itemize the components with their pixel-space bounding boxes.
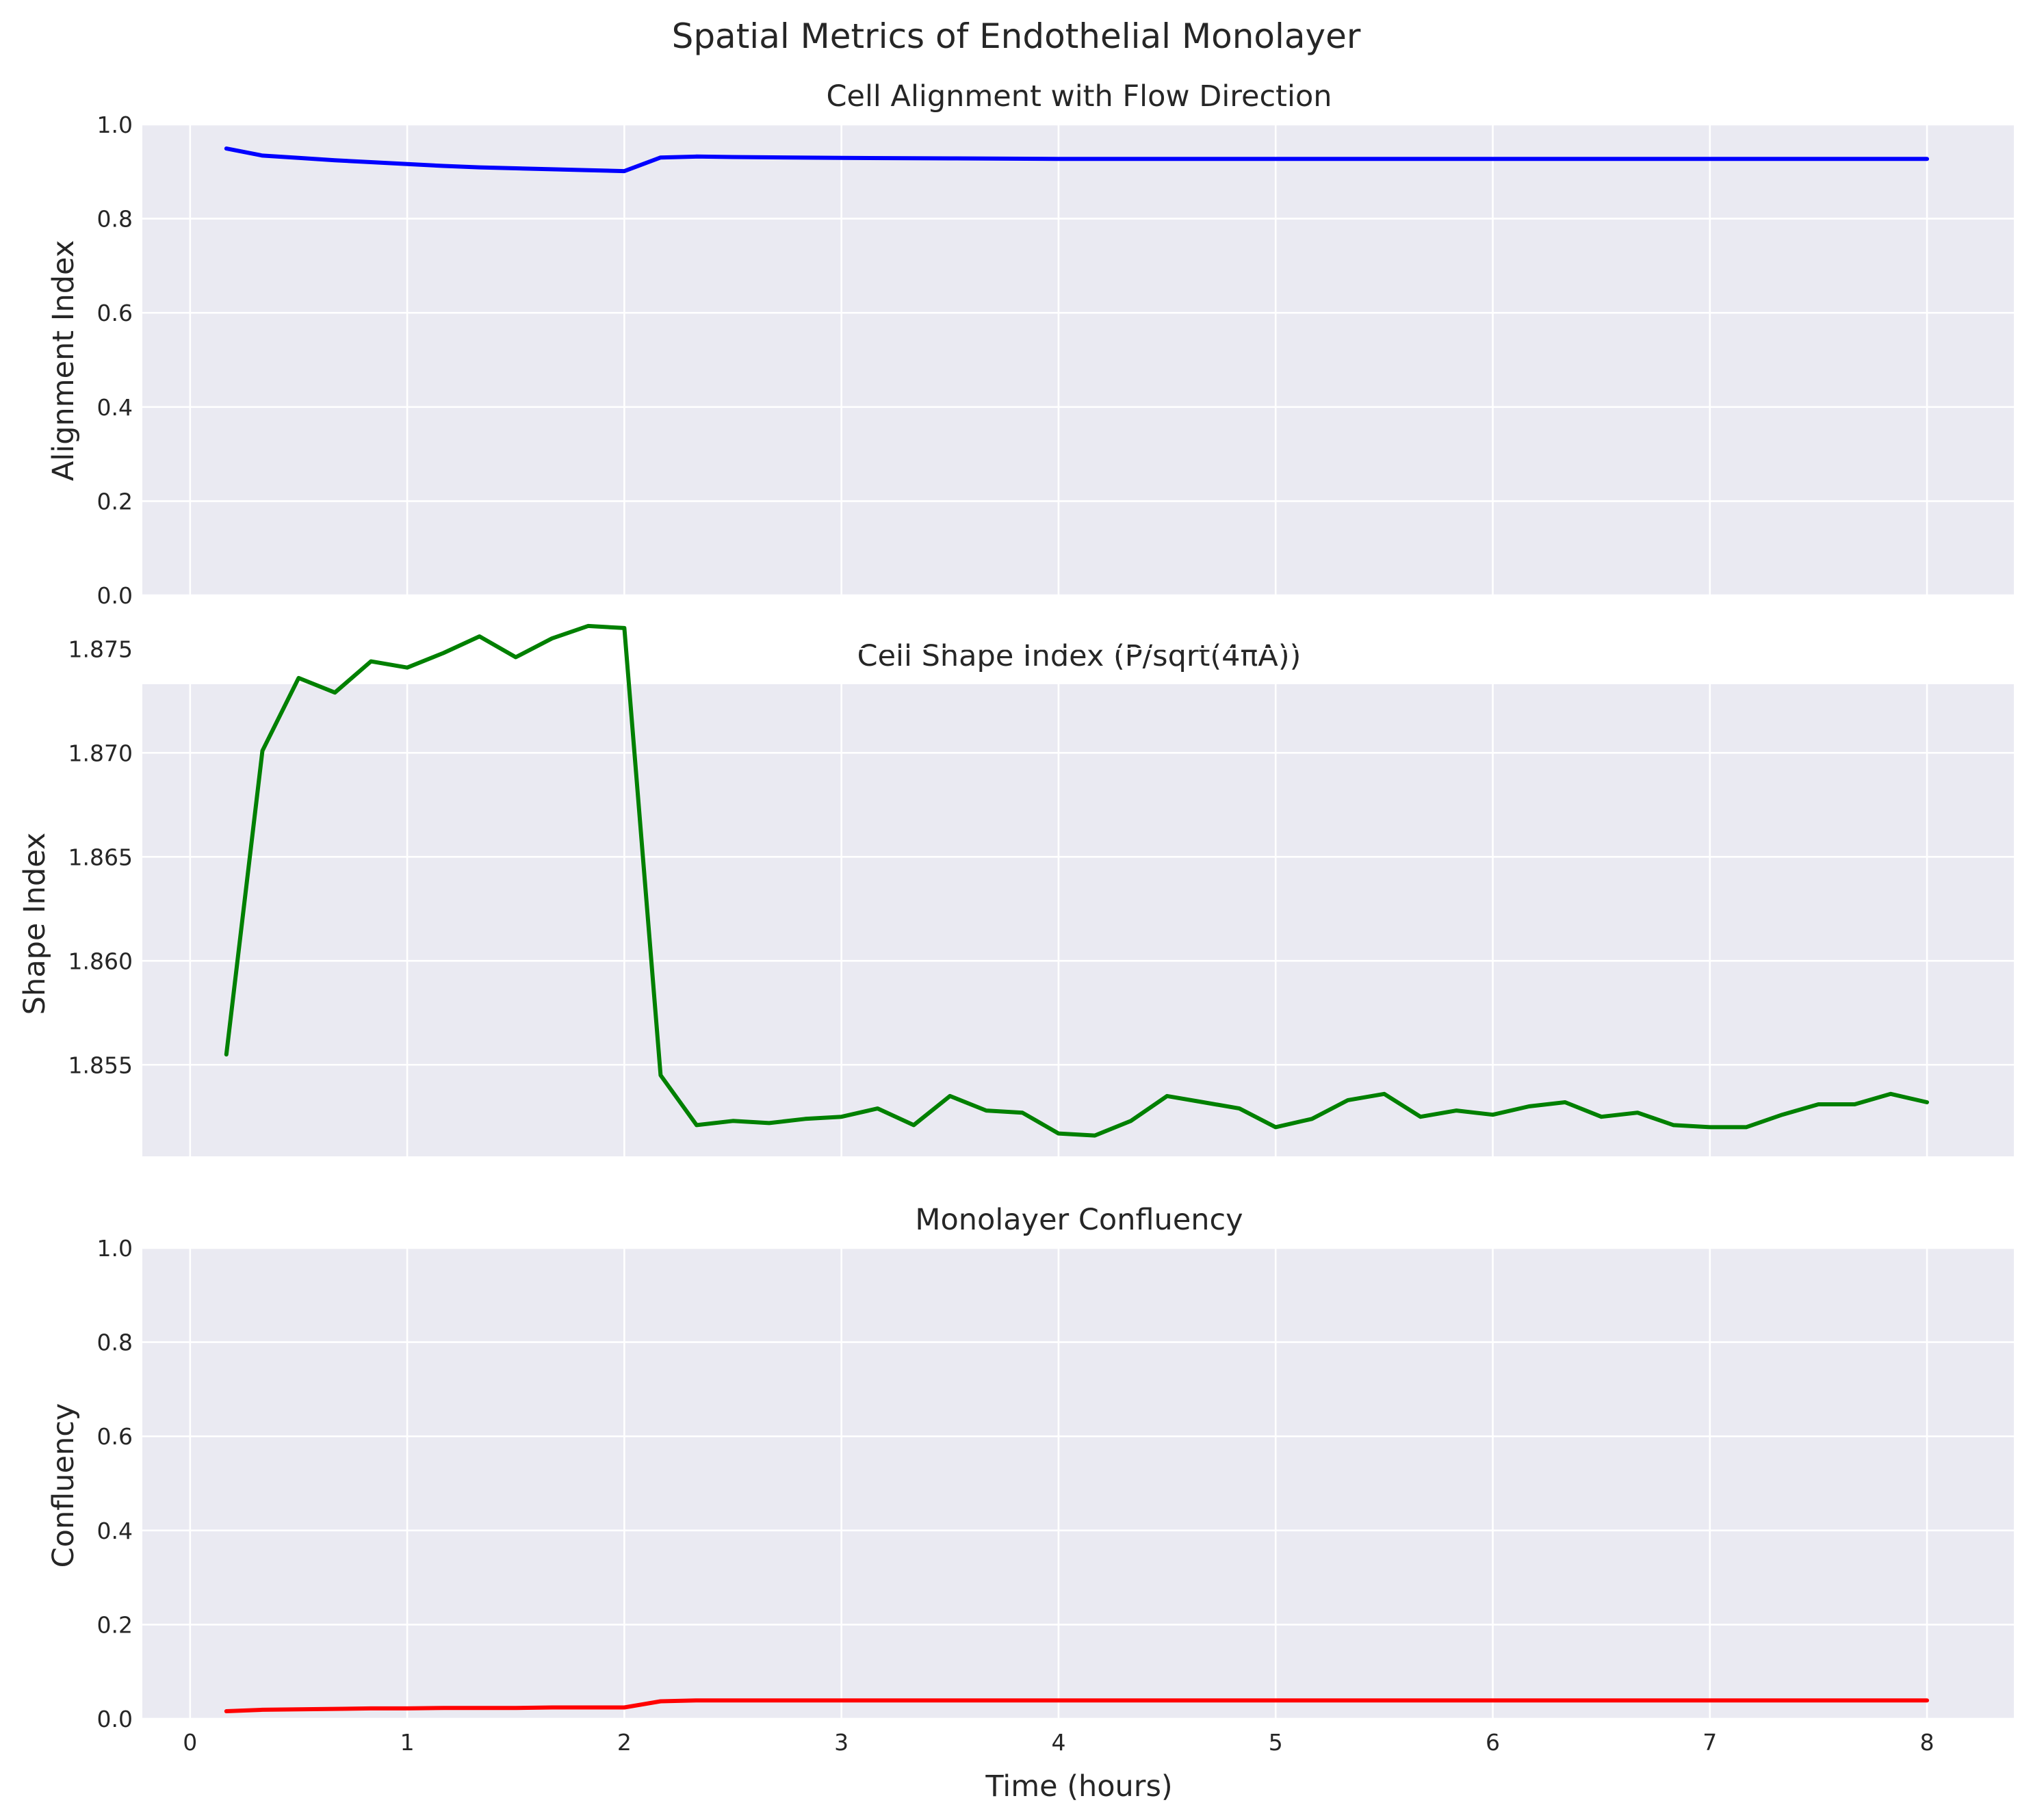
panel-confluency: Monolayer Confluency Confluency Time (ho… <box>47 1203 2014 1804</box>
panel-alignment: Cell Alignment with Flow Direction Align… <box>47 79 2014 609</box>
panel-shape-index: Cell Shape Index (P/sqrt(4πA)) Shape Ind… <box>18 623 2014 1156</box>
y-tick-label: 0.4 <box>97 394 133 421</box>
x-tick-label: 7 <box>1702 1729 1717 1756</box>
x-tick-label: 4 <box>1051 1729 1065 1756</box>
y-axis-label: Confluency <box>47 1403 81 1568</box>
series-line <box>224 146 1930 174</box>
series-line <box>224 1698 1930 1713</box>
panel-title: Cell Alignment with Flow Direction <box>827 79 1332 114</box>
y-tick-label: 0.6 <box>97 300 133 326</box>
y-tick-label: 1.855 <box>68 1052 133 1078</box>
x-tick-label: 0 <box>183 1729 197 1756</box>
figure-title: Spatial Metrics of Endothelial Monolayer <box>672 16 1361 56</box>
y-tick-label: 0.8 <box>97 206 133 233</box>
y-tick-label: 1.865 <box>68 844 133 870</box>
y-axis-label: Shape Index <box>18 833 52 1015</box>
y-axis-label: Alignment Index <box>47 240 81 481</box>
y-tick-label: 0.2 <box>97 1611 133 1638</box>
x-axis-label: Time (hours) <box>985 1769 1172 1804</box>
y-tick-label: 0.4 <box>97 1518 133 1544</box>
y-tick-label: 0.2 <box>97 488 133 515</box>
y-tick-label: 1.0 <box>97 112 133 138</box>
x-tick-label: 1 <box>400 1729 415 1756</box>
panel-title: Monolayer Confluency <box>915 1203 1243 1237</box>
plot-area <box>142 1248 2014 1719</box>
y-tick-label: 0.0 <box>97 1706 133 1732</box>
y-tick-label: 0.6 <box>97 1423 133 1450</box>
y-tick-label: 1.870 <box>68 740 133 766</box>
plot-area <box>142 125 2014 595</box>
y-tick-label: 1.0 <box>97 1235 133 1262</box>
y-tick-label: 1.875 <box>68 636 133 662</box>
panel-title: Cell Shape Index (P/sqrt(4πA)) <box>857 639 1302 673</box>
x-tick-label: 6 <box>1486 1729 1500 1756</box>
plot-area <box>142 684 2014 1156</box>
x-tick-label: 5 <box>1269 1729 1283 1756</box>
x-tick-label: 2 <box>617 1729 632 1756</box>
x-tick-label: 3 <box>834 1729 849 1756</box>
y-tick-label: 0.0 <box>97 582 133 609</box>
x-tick-label: 8 <box>1920 1729 1934 1756</box>
y-tick-label: 0.8 <box>97 1329 133 1356</box>
y-tick-label: 1.860 <box>68 948 133 974</box>
series-line <box>224 623 1930 1138</box>
